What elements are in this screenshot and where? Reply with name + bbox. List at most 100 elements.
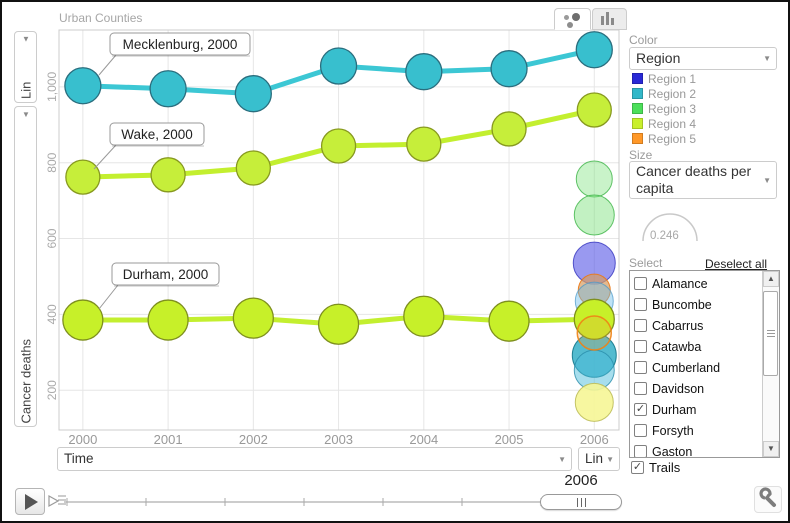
bubble-durham-2004[interactable] [403,295,445,337]
color-dropdown[interactable]: Region ▼ [629,47,777,70]
bubble-wake-2006[interactable] [576,92,612,128]
county-checkbox[interactable] [634,424,647,437]
y-tick-label: 600 [45,228,59,248]
county-label: Davidson [652,381,705,396]
county-label: Cumberland [652,360,721,375]
x-tick-label: 2002 [239,432,268,447]
play-icon [25,494,38,510]
color-dropdown-value: Region [636,49,681,66]
bubble-durham-2001[interactable] [147,299,189,341]
bubble-mecklenburg-2003[interactable] [319,47,358,85]
bubble-mecklenburg-2000[interactable] [64,67,102,105]
scroll-down-icon[interactable]: ▼ [763,441,779,457]
county-label: Durham [652,402,697,417]
chart-plot-area[interactable]: 2000 2001 2002 2003 2004 2005 2006 1,000 800 600 4… [2,2,624,447]
chevron-down-icon: ▼ [763,175,771,185]
play-button[interactable] [15,488,45,515]
bubble-wake-2000[interactable] [65,159,101,195]
county-checkbox[interactable] [634,403,647,416]
x-tick-label: 2006 [580,432,609,447]
legend-item: Region 3 [632,101,696,116]
county-list-item[interactable]: Davidson [630,378,764,399]
bubble-wake-2002[interactable] [235,150,271,186]
callout-shadow [114,285,219,287]
county-checkbox[interactable] [634,277,647,290]
county-bubble[interactable] [576,315,613,351]
callout-leader-line [98,284,119,310]
size-dropdown[interactable]: Cancer deaths per capita ▼ [629,161,777,199]
county-label: Buncombe [652,297,712,312]
time-slider-track[interactable] [2,492,642,512]
scroll-up-icon[interactable]: ▲ [763,271,779,287]
legend-label: Region 3 [648,101,697,116]
bubble-mecklenburg-2004[interactable] [405,53,443,91]
callout-box[interactable] [109,122,205,146]
x-scale-dropdown[interactable]: Lin ▼ [578,447,620,471]
county-list-item[interactable]: Catawba [630,336,764,357]
bubble-wake-2001[interactable] [150,157,186,193]
color-panel-heading: Color [629,33,658,47]
y-variable-dropdown[interactable]: Cancer deaths ▼ [14,106,37,427]
size-panel-heading: Size [629,148,653,162]
x-tick-label: 2000 [68,432,97,447]
tab-bubble-chart[interactable] [554,8,591,30]
bubble-durham-2002[interactable] [232,297,274,339]
legend-color-swatch [632,118,643,129]
legend-label: Region 1 [648,71,697,86]
bubble-durham-2003[interactable] [317,303,360,345]
scrollbar[interactable]: ▲ ▼ [762,271,779,457]
deselect-all-link[interactable]: Deselect all [705,257,768,271]
bubble-mecklenburg-2001[interactable] [149,70,187,108]
x-tick-label: 2005 [495,432,524,447]
bubble-wake-2005[interactable] [491,111,527,147]
county-checkbox[interactable] [634,361,647,374]
county-bubble[interactable] [574,382,614,422]
x-scale-label: Lin [585,450,604,466]
callout-shadow [112,145,204,147]
legend-label: Region 2 [648,86,697,101]
county-checkbox[interactable] [634,445,647,457]
bubble-mecklenburg-2006[interactable] [575,31,613,69]
county-checkbox[interactable] [634,319,647,332]
county-list-item[interactable]: Cumberland [630,357,764,378]
settings-button[interactable] [754,486,782,513]
county-bubble[interactable] [573,194,615,236]
y-tick-label: 800 [45,152,59,172]
trails-toggle[interactable]: Trails [631,460,680,475]
bubble-mecklenburg-2002[interactable] [234,75,272,113]
bubble-durham-2000[interactable] [62,299,104,341]
legend-item: Region 1 [632,71,696,86]
county-list-item[interactable]: Cabarrus [630,315,764,336]
county-label: Gaston [652,444,693,458]
playback-speed-icon[interactable] [46,491,68,511]
bubble-durham-2005[interactable] [488,300,530,342]
y-scale-dropdown[interactable]: Lin ▼ [14,31,37,103]
county-list-item[interactable]: Buncombe [630,294,764,315]
callout-shadow [112,55,250,57]
bubble-wake-2004[interactable] [406,126,442,162]
county-list-item[interactable]: Forsyth [630,420,764,441]
legend-item: Region 4 [632,116,696,131]
county-select-list[interactable]: Alamance Buncombe Cabarrus Catawba Cumberlan… [629,270,780,458]
size-gauge-arc [642,213,698,242]
county-checkbox[interactable] [634,298,647,311]
scrollbar-thumb[interactable] [763,291,778,376]
callout-box[interactable] [109,32,251,56]
callout-text: Wake, 2000 [121,127,193,142]
size-gauge-value: 0.246 [650,230,679,242]
county-list-item[interactable]: Gaston [630,441,764,458]
county-bubble[interactable] [575,160,613,198]
callout-box[interactable] [111,262,220,286]
chart-tab-label[interactable]: Urban Counties [59,11,143,25]
time-slider-handle[interactable] [540,494,622,510]
bubble-durham-2006[interactable] [573,298,615,340]
county-checkbox[interactable] [634,382,647,395]
bubble-mecklenburg-2005[interactable] [490,50,528,88]
bubble-wake-2003[interactable] [320,128,357,164]
county-checkbox[interactable] [634,340,647,353]
x-variable-dropdown[interactable]: Time ▼ [57,447,572,471]
trails-checkbox[interactable] [631,461,644,474]
county-list-item[interactable]: Alamance [630,273,764,294]
county-list-item[interactable]: Durham [630,399,764,420]
